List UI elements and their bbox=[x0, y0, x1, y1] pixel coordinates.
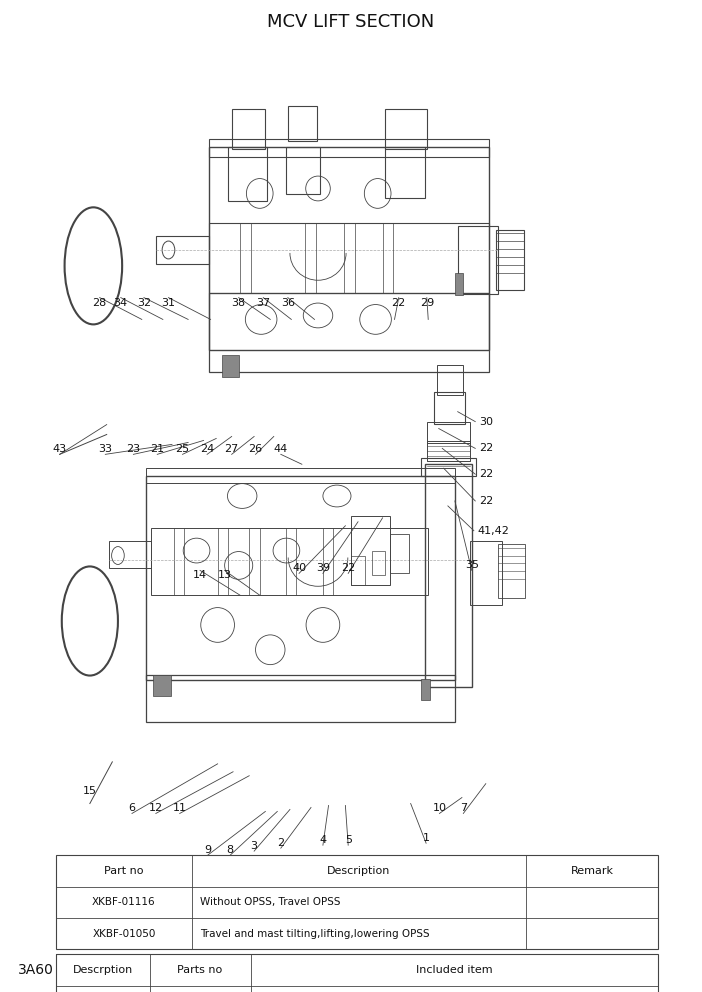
Bar bbox=[146, 468, 455, 483]
Bar bbox=[286, 147, 320, 194]
Text: 4: 4 bbox=[319, 835, 326, 845]
Bar bbox=[470, 541, 502, 605]
Text: 5: 5 bbox=[345, 835, 352, 845]
Text: 12: 12 bbox=[149, 804, 163, 813]
Text: 8: 8 bbox=[227, 845, 234, 855]
Bar bbox=[156, 236, 209, 264]
Bar bbox=[209, 139, 489, 157]
Bar bbox=[153, 675, 171, 696]
Text: 35: 35 bbox=[465, 560, 479, 570]
Bar bbox=[437, 365, 463, 395]
Bar bbox=[151, 528, 428, 595]
Bar bbox=[146, 675, 455, 722]
Text: 32: 32 bbox=[137, 298, 151, 308]
Text: Included item: Included item bbox=[416, 965, 493, 975]
Bar bbox=[222, 355, 239, 377]
Bar bbox=[209, 293, 489, 372]
Text: 3: 3 bbox=[251, 841, 258, 851]
Bar bbox=[385, 147, 425, 198]
Bar bbox=[209, 147, 489, 350]
Bar bbox=[385, 109, 427, 149]
Bar bbox=[146, 476, 455, 680]
Bar bbox=[458, 226, 498, 294]
Text: 43: 43 bbox=[53, 444, 67, 454]
Text: 39: 39 bbox=[316, 563, 330, 573]
Text: 38: 38 bbox=[232, 298, 246, 308]
Bar bbox=[427, 422, 470, 443]
Text: 29: 29 bbox=[420, 298, 434, 308]
Text: 44: 44 bbox=[274, 444, 288, 454]
Bar bbox=[498, 544, 525, 598]
Text: 25: 25 bbox=[176, 444, 190, 454]
Text: 3A60: 3A60 bbox=[18, 963, 53, 977]
Text: 15: 15 bbox=[83, 786, 97, 796]
Text: MCV LIFT SECTION: MCV LIFT SECTION bbox=[267, 13, 435, 31]
Bar bbox=[351, 556, 365, 585]
Bar bbox=[209, 223, 489, 293]
Bar bbox=[56, 855, 658, 949]
Bar bbox=[109, 541, 151, 568]
Bar bbox=[455, 273, 463, 295]
Bar bbox=[421, 458, 476, 476]
Text: 26: 26 bbox=[249, 444, 263, 454]
Text: 1: 1 bbox=[423, 833, 430, 843]
Text: XKBF-01050: XKBF-01050 bbox=[92, 929, 156, 938]
Text: Descrption: Descrption bbox=[73, 965, 133, 975]
Text: 22: 22 bbox=[392, 298, 406, 308]
Text: 9: 9 bbox=[204, 845, 211, 855]
Bar bbox=[390, 534, 409, 573]
Bar bbox=[434, 392, 465, 424]
Bar bbox=[427, 441, 470, 461]
Text: 2: 2 bbox=[277, 838, 284, 848]
Text: XKBF-01116: XKBF-01116 bbox=[92, 897, 156, 908]
Text: Parts no: Parts no bbox=[178, 965, 223, 975]
Bar bbox=[351, 516, 390, 585]
Text: 13: 13 bbox=[218, 570, 232, 580]
Text: 22: 22 bbox=[341, 563, 355, 573]
Text: 10: 10 bbox=[432, 804, 446, 813]
Text: 37: 37 bbox=[256, 298, 270, 308]
Text: Remark: Remark bbox=[571, 866, 614, 876]
Bar bbox=[421, 679, 430, 700]
Text: 30: 30 bbox=[479, 417, 493, 427]
Text: 34: 34 bbox=[114, 298, 128, 308]
Text: 14: 14 bbox=[193, 570, 207, 580]
Text: 24: 24 bbox=[200, 444, 214, 454]
Text: 22: 22 bbox=[479, 469, 493, 479]
Text: Part no: Part no bbox=[104, 866, 144, 876]
Bar bbox=[232, 109, 265, 149]
Text: 28: 28 bbox=[93, 298, 107, 308]
Text: 36: 36 bbox=[281, 298, 295, 308]
Text: 11: 11 bbox=[173, 804, 187, 813]
Text: 22: 22 bbox=[479, 443, 493, 453]
Text: 40: 40 bbox=[292, 563, 306, 573]
Text: 27: 27 bbox=[225, 444, 239, 454]
Text: 6: 6 bbox=[128, 804, 135, 813]
Text: 7: 7 bbox=[460, 804, 467, 813]
Text: Without OPSS, Travel OPSS: Without OPSS, Travel OPSS bbox=[200, 897, 341, 908]
Text: 21: 21 bbox=[150, 444, 164, 454]
Bar bbox=[56, 954, 658, 992]
Bar bbox=[228, 147, 267, 201]
Bar bbox=[496, 230, 524, 290]
Bar bbox=[372, 551, 385, 575]
Text: 41,42: 41,42 bbox=[477, 526, 509, 536]
Text: Description: Description bbox=[327, 866, 390, 876]
Text: 23: 23 bbox=[126, 444, 140, 454]
Text: 33: 33 bbox=[98, 444, 112, 454]
Text: Travel and mast tilting,lifting,lowering OPSS: Travel and mast tilting,lifting,lowering… bbox=[200, 929, 430, 938]
Text: 22: 22 bbox=[479, 496, 493, 506]
Bar bbox=[425, 464, 472, 687]
Text: 31: 31 bbox=[161, 298, 176, 308]
Bar bbox=[288, 106, 317, 141]
